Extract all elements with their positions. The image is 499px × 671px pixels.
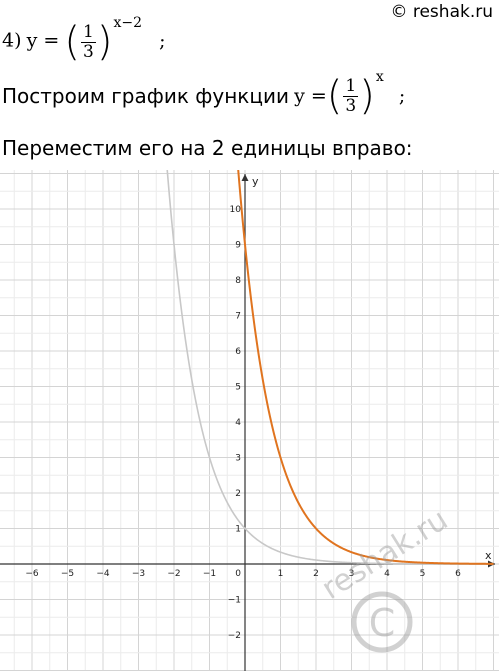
problem-semicolon: ; (159, 29, 166, 52)
y-tick-label: 6 (235, 347, 241, 357)
x-tick-label: 2 (313, 569, 319, 579)
problem-number: 4) (2, 29, 22, 52)
y-tick-label: 8 (235, 276, 241, 286)
copyright-label: © reshak.ru (390, 2, 493, 22)
fraction-denominator: 3 (345, 95, 357, 116)
x-tick-label: 6 (455, 569, 461, 579)
y-tick-label: 10 (230, 205, 242, 215)
y-tick-label: 1 (235, 525, 241, 535)
x-tick-label: −6 (25, 569, 39, 579)
right-paren: ) (359, 73, 375, 119)
x-axis-label: x (485, 549, 492, 562)
step-1-lhs: y = (294, 85, 327, 107)
fraction-numerator: 1 (343, 75, 359, 97)
y-tick-label: 3 (235, 454, 241, 464)
watermark-copyright-icon (351, 591, 413, 653)
watermark-copyright-letter: C (369, 601, 396, 645)
x-tick-label: 1 (278, 569, 284, 579)
y-tick-label: −1 (228, 596, 241, 606)
step-1-exponent: x (375, 68, 384, 85)
y-tick-label: −2 (228, 631, 241, 641)
x-tick-label: 4 (384, 569, 390, 579)
x-tick-label: −4 (96, 569, 110, 579)
problem-lhs: y = (26, 29, 60, 52)
curves (166, 170, 494, 565)
curve-series-2 (237, 170, 494, 565)
y-axis-arrow (241, 174, 249, 181)
y-tick-label: 5 (235, 383, 241, 393)
grid-lines (0, 170, 499, 671)
step-1-line: Построим график функции y =(1 3)x ; (2, 69, 406, 119)
y-tick-label: 2 (235, 489, 241, 499)
fraction-numerator: 1 (81, 21, 96, 43)
y-tick-label: 4 (235, 418, 241, 428)
tick-labels: −6 −5 −4 −3 −2 −1 0 1 2 3 4 5 6 −2 −1 1 2 3 4 5 6 7 8 9 10 (25, 205, 461, 641)
y-axis-label: y (252, 175, 259, 188)
x-tick-label: −5 (61, 569, 74, 579)
step-1-text: Построим график функции (2, 84, 289, 108)
left-paren: ( (326, 73, 343, 119)
fraction-denominator: 3 (83, 41, 94, 62)
step-2-text: Переместим его на 2 единицы вправо: (2, 136, 413, 160)
x-tick-label: 5 (420, 569, 426, 579)
watermark-text: reshak.ru (316, 502, 454, 607)
x-tick-label: −1 (203, 569, 216, 579)
y-tick-label: 7 (235, 312, 241, 322)
problem-exponent: x−2 (113, 14, 142, 31)
y-tick-label: 9 (235, 241, 241, 251)
left-paren: ( (64, 19, 81, 65)
problem-equation: 4) y = (1 3)x−2 ; (2, 15, 166, 65)
function-graph: x y −6 −5 −4 −3 −2 −1 0 1 2 3 4 5 6 −2 −1 1 2 3 4 5 6 7 8 9 10 re… (0, 170, 499, 671)
right-paren: ) (96, 19, 113, 65)
curve-series-1 (166, 170, 494, 565)
step-1-semicolon: ; (398, 85, 406, 107)
x-tick-label: −3 (132, 569, 145, 579)
x-tick-label: 3 (349, 569, 355, 579)
x-tick-label: 0 (235, 569, 241, 579)
x-tick-label: −2 (167, 569, 180, 579)
